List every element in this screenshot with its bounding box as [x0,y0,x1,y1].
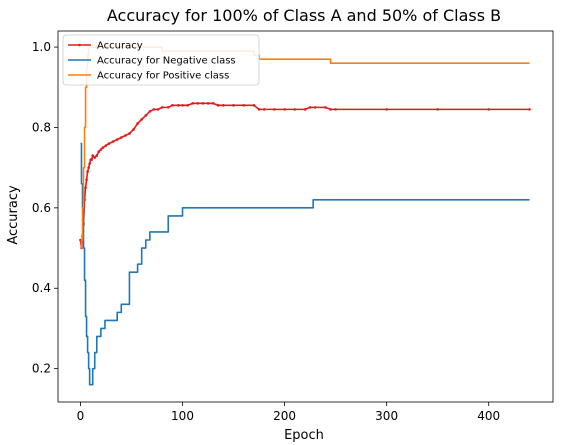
series-line-2 [80,142,530,386]
series-point-1 [273,108,276,111]
series-point-1 [201,102,205,105]
legend-label: Accuracy for Negative class [97,56,236,67]
series-point-1 [148,110,152,113]
y-tick-label: 1.0 [32,40,51,54]
series-point-1 [436,108,439,111]
y-axis-title: Accuracy [6,185,21,245]
series-point-1 [99,148,103,151]
series-point-1 [196,102,200,105]
series-point-1 [91,154,94,157]
series-point-1 [124,134,127,137]
x-axis-title: Epoch [284,428,324,443]
legend-marker [78,43,81,47]
series-point-1 [93,156,97,159]
series-point-1 [222,104,225,107]
series-point-1 [140,118,143,121]
series-point-1 [242,104,246,107]
series-point-1 [177,104,180,107]
axes: 0 100 200 300 400 0.2 0.4 0.6 0.8 1.0 [32,30,554,423]
series-point-1 [191,102,195,105]
legend-label: Accuracy [97,41,143,52]
series-point-1 [86,170,89,173]
series-point-1 [88,162,91,165]
series-point-1 [115,138,119,141]
series-point-1 [107,142,111,145]
x-tick-label: 200 [273,409,296,423]
series-point-1 [334,108,337,111]
series-point-1 [283,108,286,111]
legend-box [62,34,260,86]
series-point-1 [104,144,108,147]
series-point-1 [206,102,210,105]
series-point-1 [111,140,115,143]
legend: Accuracy Accuracy for Negative class Accur… [62,34,260,86]
series-point-1 [181,104,184,107]
legend-label: Accuracy for Positive class [97,71,229,82]
series-point-1 [166,106,170,109]
series-point-1 [128,132,131,135]
series-point-1 [186,104,189,107]
series-point-1 [85,178,88,182]
plot-frame [57,30,554,403]
series-point-1 [211,102,215,105]
y-tick-label: 0.4 [32,281,51,295]
series-point-1 [262,108,266,111]
series-point-1 [84,186,87,190]
series-point-1 [232,104,235,107]
series-point-1 [119,136,123,139]
x-tick-label: 300 [375,409,398,423]
series-point-1 [308,106,312,109]
series-point-1 [324,106,327,109]
series-point-1 [171,104,174,107]
series-point-1 [385,108,388,111]
series-point-1 [132,128,135,131]
y-tick-label: 0.2 [32,362,51,376]
series-point-1 [87,166,90,169]
series-point-1 [144,114,148,117]
series-point-1 [101,146,105,149]
y-tick-label: 0.6 [32,201,51,215]
series-point-1 [293,108,297,111]
chart-title: Accuracy for 100% of Class A and 50% of … [107,6,501,25]
series-point-1 [136,122,139,125]
x-tick-label: 100 [171,409,194,423]
series-point-1 [313,106,317,109]
series-point-1 [152,108,156,111]
series-point-1 [252,104,256,107]
series-point-1 [329,108,332,111]
series-point-1 [90,158,93,161]
y-tick-label: 0.8 [32,120,51,134]
x-tick-label: 400 [477,409,500,423]
series-point-1 [95,154,99,157]
series-point-1 [303,108,307,111]
series-point-1 [257,108,261,111]
x-tick-label: 0 [77,409,85,423]
series-point-1 [487,108,491,111]
series-point-1 [528,108,531,111]
series-point-1 [160,106,164,109]
series-point-1 [156,108,160,111]
series-point-1 [97,150,101,153]
series-point-1 [216,104,220,107]
